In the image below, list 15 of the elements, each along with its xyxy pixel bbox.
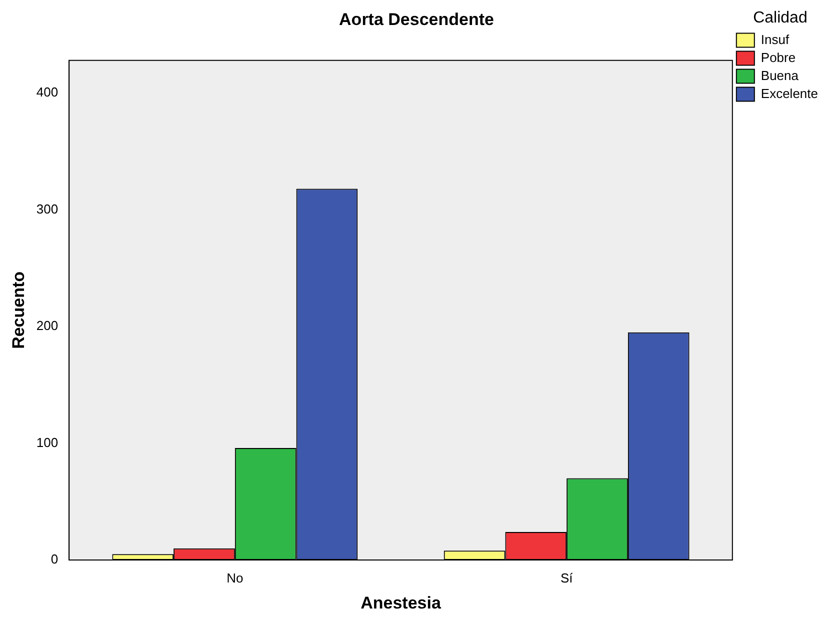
legend-label: Buena xyxy=(760,68,800,83)
chart-title: Aorta Descendente xyxy=(339,10,494,29)
y-axis-title: Recuento xyxy=(8,271,28,349)
legend-label: Insuf xyxy=(760,32,790,47)
x-axis-title: Anestesia xyxy=(360,593,442,612)
legend-title: Calidad xyxy=(753,9,808,26)
legend-label: Excelente xyxy=(760,86,818,101)
legend-label: Pobre xyxy=(760,50,796,65)
y-tick-label: 300 xyxy=(36,201,58,216)
y-tick-label: 400 xyxy=(36,84,58,100)
y-tick-label: 200 xyxy=(36,318,58,334)
x-tick-label: No xyxy=(226,570,244,586)
y-tick-label: 100 xyxy=(36,434,58,450)
x-tick-label: Sí xyxy=(560,570,574,586)
y-tick-label: 0 xyxy=(50,552,58,567)
